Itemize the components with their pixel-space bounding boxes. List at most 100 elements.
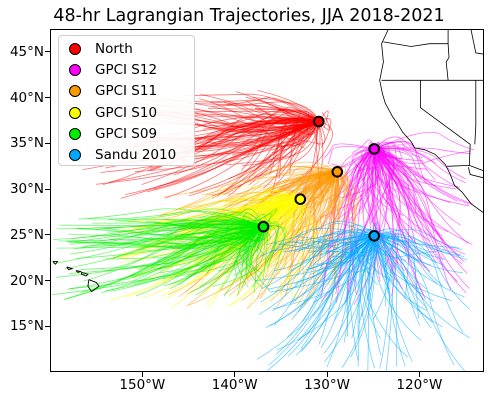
trajectory-path: [374, 148, 420, 174]
legend-item-north: North: [69, 38, 194, 59]
lat-tick-mark: [45, 280, 50, 282]
trajectory-path: [302, 235, 375, 323]
trajectory-path: [287, 235, 375, 357]
trajectory-path: [359, 235, 375, 369]
endpoint-marker-gpci-s09: [257, 220, 270, 233]
trajectory-path: [273, 235, 375, 310]
state-border-wa-or: [383, 41, 449, 47]
trajectory-path: [52, 219, 264, 265]
trajectory-path: [275, 235, 375, 355]
trajectory-path: [307, 170, 348, 264]
trajectory-path: [328, 235, 375, 258]
trajectory-path: [124, 197, 301, 224]
trajectory-path: [373, 146, 461, 226]
trajectory-path: [361, 235, 391, 282]
trajectory-path: [337, 171, 360, 222]
trajectory-path: [96, 121, 319, 185]
trajectory-path: [300, 171, 338, 199]
trajectory-path: [330, 148, 375, 168]
lat-tick-mark: [45, 325, 50, 327]
trajectory-path: [323, 235, 376, 363]
trajectory-path: [212, 226, 266, 287]
lat-tick-label: 15°N: [9, 318, 44, 335]
legend-marker: [69, 149, 81, 162]
coastline-west: [379, 30, 483, 213]
trajectory-path: [373, 235, 434, 302]
trajectory-path: [226, 199, 301, 308]
trajectory-path: [171, 121, 319, 149]
trajectory-path: [263, 190, 301, 213]
trajectory-path: [374, 235, 421, 326]
trajectory-path: [226, 97, 320, 122]
trajectory-path: [374, 235, 410, 300]
intl-border-us-mexico: [447, 164, 483, 171]
trajectory-path: [350, 235, 376, 358]
endpoint-marker-gpci-s11: [331, 166, 344, 178]
trajectory-path: [225, 111, 320, 138]
trajectory-path: [373, 235, 390, 369]
trajectory-path: [66, 226, 264, 247]
trajectory-path: [173, 215, 264, 228]
trajectory-path: [374, 235, 418, 290]
trajectory-path: [373, 235, 452, 302]
lon-tick-label: 130°W: [304, 377, 350, 393]
hawaii-island-2: [75, 270, 83, 273]
trajectory-path: [318, 235, 375, 345]
trajectory-path: [77, 226, 264, 239]
trajectory-path: [374, 233, 467, 260]
trajectory-path: [224, 226, 264, 242]
trajectory-path: [331, 235, 375, 258]
trajectory-path: [275, 121, 320, 185]
trajectory-path: [263, 224, 285, 288]
trajectory-path: [209, 99, 319, 122]
legend-label: GPCI S12: [95, 61, 158, 78]
trajectory-path: [374, 235, 438, 284]
endpoint-marker-gpci-s12: [368, 143, 381, 155]
trajectory-path: [163, 226, 264, 287]
trajectory-path: [245, 208, 278, 227]
trajectory-path: [207, 108, 320, 122]
trajectory-path: [373, 148, 431, 242]
trajectory-path: [212, 101, 320, 122]
trajectory-path: [268, 119, 319, 167]
trajectory-path: [269, 235, 375, 293]
trajectory-path: [373, 235, 393, 281]
trajectory-path: [374, 148, 391, 206]
trajectory-path: [68, 226, 264, 250]
trajectory-path: [373, 148, 467, 294]
trajectory-path: [289, 121, 319, 175]
lon-tick-mark: [234, 372, 236, 377]
trajectory-path: [318, 110, 329, 129]
lat-tick-label: 25°N: [9, 226, 44, 243]
trajectory-path: [213, 171, 338, 214]
trajectory-path: [314, 223, 375, 248]
trajectory-path: [374, 147, 423, 159]
trajectory-path: [345, 148, 375, 302]
lon-tick-label: 140°W: [211, 377, 258, 393]
lon-tick-mark: [326, 372, 328, 377]
legend-marker: [69, 106, 81, 119]
trajectory-path: [278, 107, 320, 130]
trajectory-path: [224, 101, 319, 130]
trajectory-path: [280, 232, 375, 244]
legend-marker: [69, 85, 81, 98]
trajectory-path: [297, 121, 320, 139]
trajectory-path: [252, 97, 320, 122]
trajectory-path: [373, 235, 428, 309]
trajectory-path: [241, 171, 338, 301]
trajectory-path: [374, 235, 460, 249]
legend-item-gpci-s12: GPCI S12: [69, 59, 194, 80]
trajectory-group-sandu-2010: [254, 220, 471, 371]
trajectory-path: [167, 214, 264, 235]
legend-item-gpci-s09: GPCI S09: [69, 123, 194, 144]
trajectory-path: [263, 222, 279, 268]
legend-label: GPCI S11: [95, 83, 158, 100]
lon-tick-mark: [418, 372, 420, 377]
trajectory-group-gpci-s09: [51, 208, 287, 300]
trajectory-path: [261, 235, 375, 289]
trajectory-path: [323, 235, 375, 354]
state-border-or-id: [445, 30, 450, 81]
lat-tick-label: 40°N: [9, 89, 44, 106]
hawaii-island-4: [52, 260, 59, 265]
trajectory-path: [251, 225, 277, 288]
